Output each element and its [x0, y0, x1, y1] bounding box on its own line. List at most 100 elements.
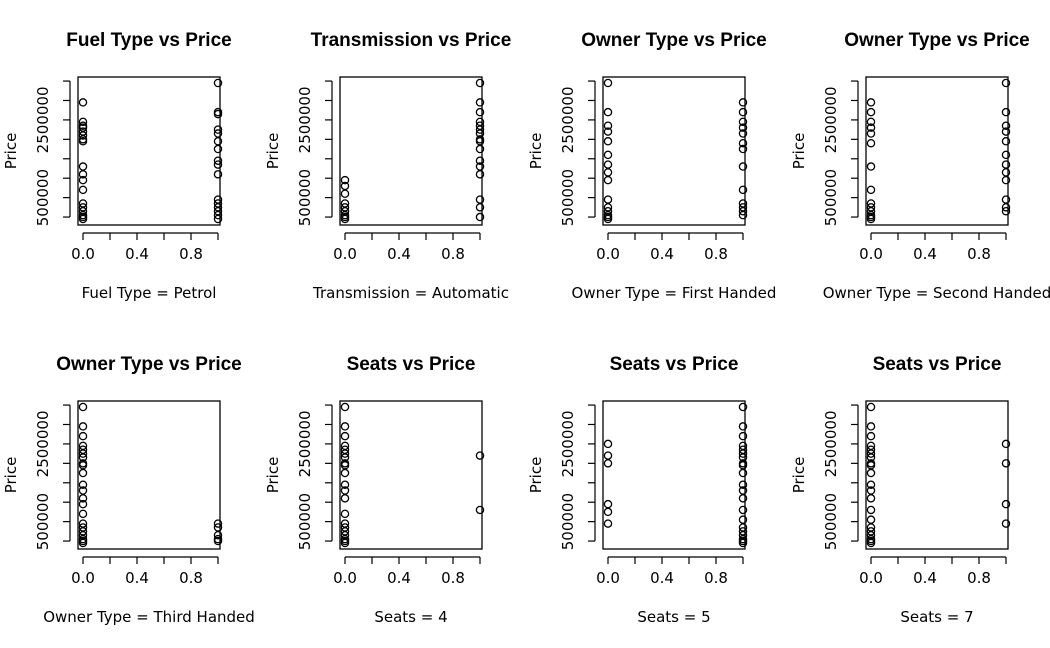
x-tick-label: 0.4: [650, 569, 674, 587]
data-point: [1001, 107, 1011, 117]
data-point: [475, 451, 485, 460]
chart-panel-6: Seats vs Price 500000 2500000 0.0 0.4 0.8 Seat…: [264, 354, 485, 626]
data-point: [340, 509, 350, 519]
data-point: [213, 144, 223, 154]
data-point: [603, 214, 613, 224]
data-point: [78, 499, 88, 509]
data-point: [340, 402, 350, 412]
data-point: [213, 536, 223, 546]
data-point: [738, 144, 748, 154]
data-point: [340, 494, 350, 503]
data-point: [866, 431, 876, 441]
x-axis-label: Owner Type = First Handed: [572, 284, 777, 302]
data-point: [866, 515, 876, 524]
plot-frame: [602, 400, 746, 550]
data-point: [738, 185, 748, 195]
data-point: [1001, 78, 1011, 88]
data-point: [866, 468, 876, 478]
data-point: [1001, 203, 1011, 212]
x-tick-label: 0.4: [125, 569, 149, 587]
data-point: [78, 449, 88, 458]
chart-panel-4: Owner Type vs Price 500000 2500000 0.0 0.4 0.…: [790, 30, 1050, 302]
data-point: [78, 214, 88, 224]
data-point: [866, 123, 876, 132]
data-point: [866, 422, 876, 431]
data-point: [78, 431, 88, 441]
panel-title: Owner Type vs Price: [844, 30, 1030, 51]
y-tick-label: 500000: [822, 169, 840, 226]
plot-frame: [339, 400, 483, 550]
data-point: [738, 402, 748, 412]
data-point: [78, 494, 88, 503]
data-point: [866, 129, 876, 138]
data-point: [213, 210, 223, 220]
x-tick-label: 0.4: [650, 245, 674, 263]
x-tick-label: 0.4: [387, 245, 411, 263]
data-point: [213, 156, 223, 165]
y-axis-label: Price: [790, 133, 808, 170]
data-point: [866, 494, 876, 503]
data-point: [866, 402, 876, 412]
y-tick-label: 2500000: [296, 411, 314, 478]
chart-panel-3: Owner Type vs Price 500000 2500000 0.0 0.4 0.…: [527, 30, 776, 302]
x-tick-label: 0.0: [71, 245, 95, 263]
data-point: [603, 195, 613, 204]
data-point: [866, 449, 876, 458]
data-point: [475, 156, 485, 165]
data-point: [603, 78, 613, 88]
x-tick-label: 0.8: [179, 245, 203, 263]
panel-title: Seats vs Price: [347, 354, 476, 375]
x-tick-label: 0.0: [596, 569, 620, 587]
data-point: [603, 451, 613, 460]
data-point: [866, 117, 876, 127]
x-tick-label: 0.8: [704, 569, 728, 587]
data-point: [603, 127, 613, 136]
x-tick-label: 0.8: [704, 245, 728, 263]
y-tick-label: 2500000: [822, 87, 840, 154]
x-tick-label: 0.4: [387, 569, 411, 587]
data-point: [78, 538, 88, 548]
x-tick-label: 0.0: [333, 245, 357, 263]
x-axis-label: Owner Type = Second Handed: [823, 284, 1050, 302]
data-point: [1001, 519, 1011, 528]
y-tick-label: 2500000: [296, 87, 314, 154]
data-point: [213, 78, 223, 88]
x-axis-label: Seats = 7: [900, 608, 973, 626]
data-point: [1001, 175, 1011, 185]
data-point: [1001, 499, 1011, 509]
panel-title: Owner Type vs Price: [581, 30, 767, 51]
y-axis-label: Price: [527, 133, 545, 170]
y-tick-label: 500000: [559, 169, 577, 226]
data-point: [738, 422, 748, 431]
data-point: [866, 107, 876, 117]
data-point: [213, 109, 223, 119]
plot-frame: [865, 400, 1009, 550]
data-point: [340, 538, 350, 548]
data-point: [603, 439, 613, 449]
data-point: [1001, 439, 1011, 449]
chart-panel-1: Fuel Type vs Price 500000 2500000 0.0 0.4 0.8…: [2, 30, 232, 302]
data-point: [78, 185, 88, 195]
plot-frame: [77, 76, 221, 226]
data-point: [866, 214, 876, 224]
y-axis-label: Price: [264, 457, 282, 494]
x-tick-label: 0.4: [913, 245, 937, 263]
data-point: [1001, 206, 1011, 216]
y-tick-label: 500000: [34, 169, 52, 226]
data-point: [738, 538, 748, 548]
x-tick-label: 0.8: [967, 245, 991, 263]
data-point: [603, 107, 613, 117]
data-point: [603, 459, 613, 468]
data-point: [340, 480, 350, 489]
data-point: [866, 505, 876, 515]
data-point: [603, 507, 613, 517]
data-point: [78, 480, 88, 489]
data-point: [866, 138, 876, 148]
data-point: [603, 137, 613, 146]
y-tick-label: 500000: [559, 493, 577, 550]
data-point: [738, 480, 748, 489]
panel-title: Seats vs Price: [610, 354, 739, 375]
data-point: [340, 449, 350, 458]
x-tick-label: 0.0: [859, 569, 883, 587]
